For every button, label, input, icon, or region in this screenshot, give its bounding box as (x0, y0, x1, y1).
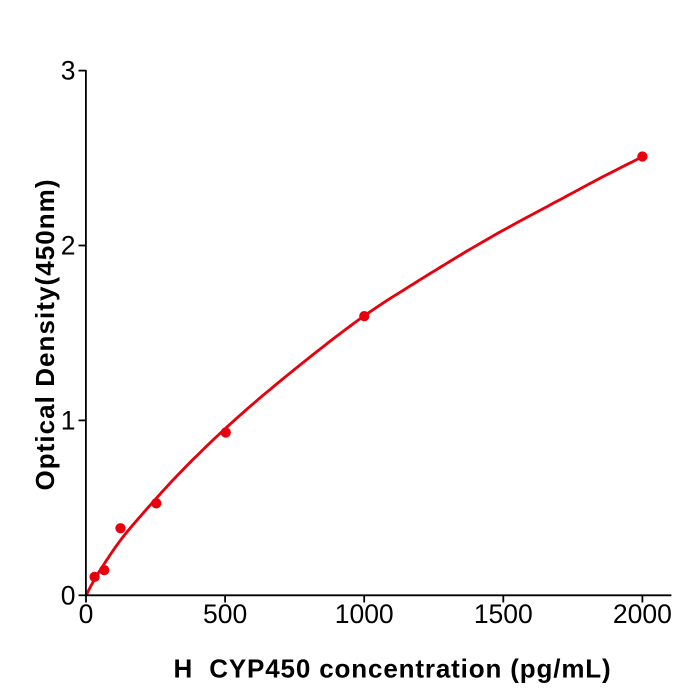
svg-text:2: 2 (61, 231, 76, 261)
svg-text:2000: 2000 (613, 599, 672, 629)
svg-text:Optical Density(450nm): Optical Density(450nm) (30, 178, 60, 490)
svg-text:H CYP450 concentration (pg/mL: H CYP450 concentration (pg/mL) (173, 654, 611, 684)
svg-text:500: 500 (203, 599, 247, 629)
svg-text:0: 0 (79, 599, 94, 629)
svg-text:1000: 1000 (335, 599, 394, 629)
svg-text:1500: 1500 (474, 599, 533, 629)
svg-text:3: 3 (61, 56, 76, 86)
svg-text:0: 0 (61, 580, 76, 610)
svg-text:1: 1 (61, 406, 76, 436)
